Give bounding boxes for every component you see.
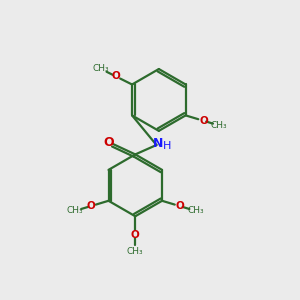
Text: O: O	[131, 230, 140, 240]
Text: O: O	[111, 71, 120, 81]
Text: O: O	[103, 136, 113, 149]
Text: O: O	[176, 201, 184, 211]
Text: CH₃: CH₃	[92, 64, 109, 73]
Text: O: O	[199, 116, 208, 126]
Text: CH₃: CH₃	[127, 247, 144, 256]
Text: CH₃: CH₃	[211, 121, 227, 130]
Text: N: N	[153, 137, 163, 150]
Text: O: O	[86, 201, 95, 211]
Text: CH₃: CH₃	[67, 206, 83, 215]
Text: H: H	[163, 142, 171, 152]
Text: CH₃: CH₃	[187, 206, 204, 215]
